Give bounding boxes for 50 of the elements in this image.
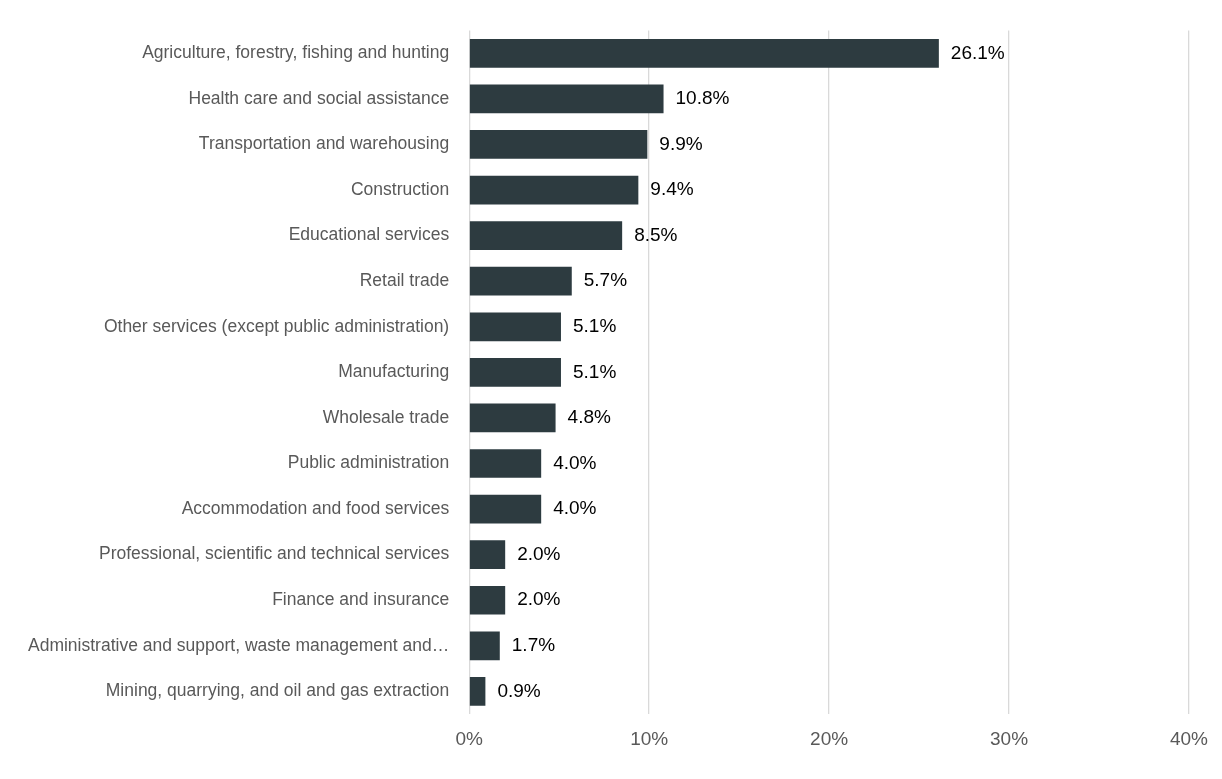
data-label: 8.5%: [634, 223, 678, 245]
data-label: 2.0%: [517, 542, 561, 564]
data-label: 4.0%: [553, 451, 597, 473]
data-label: 5.1%: [572, 315, 617, 336]
data-label: 4.0%: [553, 497, 597, 519]
bar: [469, 130, 648, 159]
bar: [469, 221, 623, 250]
bar: [469, 175, 639, 205]
y-tick-label: Public administration: [287, 452, 450, 473]
y-tick-label: Mining, quarrying, and oil and gas extraction: [105, 680, 450, 701]
data-label: 26.1%: [950, 41, 1005, 63]
data-label: 2.0%: [517, 588, 561, 610]
y-tick-label: Other services (except public administration): [103, 315, 450, 336]
bar: [469, 357, 561, 387]
y-tick-label: Wholesale trade: [322, 406, 450, 427]
data-label: 9.4%: [650, 178, 694, 200]
x-tick-label: 40%: [1169, 727, 1209, 749]
bar: [469, 84, 664, 114]
bar: [469, 494, 542, 524]
y-tick-label: Retail trade: [359, 270, 450, 291]
bar: [469, 540, 506, 570]
y-tick-label: Administrative and support, waste management and…: [27, 634, 450, 655]
data-label: 5.1%: [572, 360, 617, 382]
y-tick-label: Health care and social assistance: [188, 87, 450, 108]
x-tick-label: 0%: [455, 727, 484, 749]
y-tick-label: Professional, scientific and technical services: [99, 543, 450, 564]
y-tick-label: Educational services: [288, 224, 450, 245]
bar: [469, 631, 500, 661]
data-label: 4.8%: [567, 406, 611, 428]
y-tick-label: Construction: [350, 178, 450, 199]
data-label: 5.7%: [583, 269, 628, 291]
y-tick-label: Transportation and warehousing: [198, 133, 450, 154]
y-tick-label: Agriculture, forestry, fishing and hunting: [142, 42, 450, 63]
data-label: 10.8%: [675, 87, 730, 109]
bar: [469, 585, 506, 615]
bar: [469, 38, 939, 68]
data-label: 0.9%: [497, 679, 541, 701]
bar: [469, 677, 486, 706]
data-label: 9.9%: [659, 132, 703, 154]
bar: [469, 403, 556, 433]
bar: [469, 312, 561, 342]
bar: [469, 449, 542, 478]
x-tick-label: 10%: [630, 727, 669, 749]
bar: [469, 266, 572, 296]
x-tick-label: 20%: [810, 727, 849, 749]
y-tick-label: Finance and insurance: [272, 589, 450, 610]
y-tick-label: Manufacturing: [338, 361, 450, 382]
data-label: 1.7%: [511, 634, 556, 656]
y-tick-label: Accommodation and food services: [181, 497, 450, 518]
x-tick-label: 30%: [990, 727, 1029, 749]
